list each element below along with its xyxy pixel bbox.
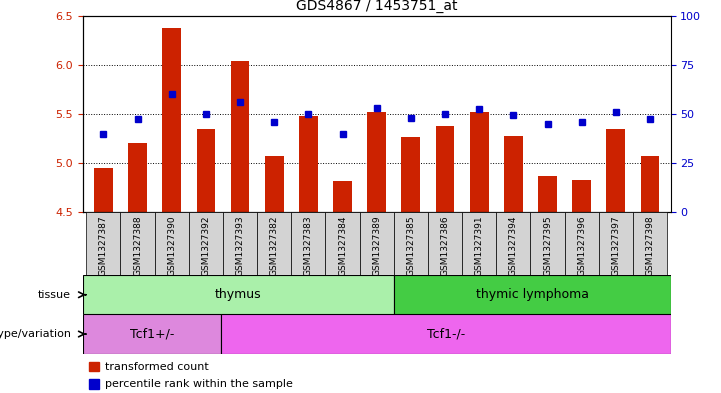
Bar [155,212,189,275]
Text: transformed count: transformed count [105,362,209,372]
Title: GDS4867 / 1453751_at: GDS4867 / 1453751_at [296,0,457,13]
Bar [504,136,523,212]
Text: GSM1327387: GSM1327387 [99,215,108,276]
Bar [394,275,671,314]
Text: GSM1327396: GSM1327396 [578,215,586,276]
Bar [360,212,394,275]
Bar [94,168,112,212]
Text: GSM1327395: GSM1327395 [543,215,552,276]
Text: Tcf1-/-: Tcf1-/- [427,327,465,341]
Bar [606,129,625,212]
Text: GSM1327397: GSM1327397 [611,215,620,276]
Text: tissue: tissue [38,290,71,300]
Text: GSM1327391: GSM1327391 [474,215,484,276]
Bar [257,212,291,275]
Bar [367,112,386,212]
Text: GSM1327398: GSM1327398 [645,215,655,276]
Text: GSM1327383: GSM1327383 [304,215,313,276]
Bar [496,212,531,275]
Text: thymus: thymus [215,288,262,301]
Bar [89,362,99,371]
Bar [470,112,489,212]
Text: GSM1327392: GSM1327392 [201,215,211,276]
Text: GSM1327384: GSM1327384 [338,215,347,276]
Bar [641,156,660,212]
Bar [531,212,565,275]
Bar [162,28,181,212]
Text: percentile rank within the sample: percentile rank within the sample [105,379,293,389]
Text: GSM1327389: GSM1327389 [372,215,381,276]
Bar [189,212,223,275]
Bar [299,116,318,212]
Text: GSM1327393: GSM1327393 [236,215,244,276]
Bar [565,212,598,275]
Bar [435,126,454,212]
Text: GSM1327386: GSM1327386 [441,215,450,276]
Text: GSM1327394: GSM1327394 [509,215,518,276]
Bar [402,136,420,212]
Bar [89,379,99,389]
Bar [120,212,155,275]
Bar [231,61,249,212]
Text: GSM1327385: GSM1327385 [407,215,415,276]
Text: GSM1327390: GSM1327390 [167,215,176,276]
Bar [538,176,557,212]
Bar [197,129,216,212]
Bar [83,275,394,314]
Bar [265,156,283,212]
Text: genotype/variation: genotype/variation [0,329,71,339]
Bar [462,212,496,275]
Bar [223,212,257,275]
Bar [128,143,147,212]
Bar [572,180,591,212]
Bar [428,212,462,275]
Bar [221,314,671,354]
Bar [83,314,221,354]
Bar [394,212,428,275]
Bar [87,212,120,275]
Bar [291,212,325,275]
Bar [633,212,667,275]
Text: GSM1327382: GSM1327382 [270,215,279,276]
Text: thymic lymphoma: thymic lymphoma [476,288,589,301]
Text: Tcf1+/-: Tcf1+/- [130,327,174,341]
Bar [325,212,360,275]
Bar [598,212,633,275]
Bar [333,181,352,212]
Text: GSM1327388: GSM1327388 [133,215,142,276]
